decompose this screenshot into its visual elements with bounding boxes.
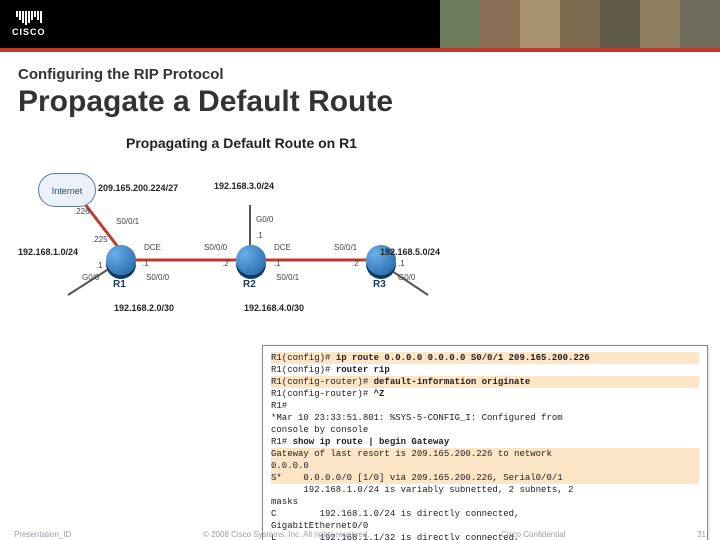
cli-line-13: 192.168.1.0/24 is variably subnetted, 2 … [271,484,699,496]
cli-line-14: masks [271,496,699,508]
cli-line-4: R1(config-router)# ^Z [271,388,699,400]
ip-r1g: .1 [96,261,103,270]
label-r2: R2 [243,279,256,290]
intf-g00-l: G0/0 [82,273,99,282]
net-wan12: 192.168.2.0/30 [114,303,174,313]
cli-line-6: *Mar 10 23:33:51.801: %SYS-5-CONFIG_I: C… [271,412,699,424]
router-r2 [236,245,266,275]
slide-footer: Presentation_ID © 2008 Cisco Systems, In… [0,525,720,540]
cli-line-1: R1(config)# ip route 0.0.0.0 0.0.0.0 S0/… [271,352,699,364]
net-lan-r1: 192.168.1.0/24 [18,247,78,257]
cli-line-5: R1# [271,400,699,412]
net-lan-r3: 192.168.5.0/24 [380,247,440,257]
cli-line-10: 0.0.0.0 [271,460,699,472]
ip-226: .226 [74,207,90,216]
logo-text: CISCO [12,27,46,37]
intf-s001: S0/0/1 [116,217,139,226]
cli-line-15: C 192.168.1.0/24 is directly connected, [271,508,699,520]
heading-block: Configuring the RIP Protocol Propagate a… [0,52,720,125]
ip-r3g: .1 [398,259,405,268]
cli-line-2: R1(config)# router rip [271,364,699,376]
page-title: Propagate a Default Route [18,85,720,119]
ip-r2g: .1 [256,231,263,240]
net-wan23: 192.168.4.0/30 [244,303,304,313]
cli-line-8: R1# show ip route | begin Gateway [271,436,699,448]
slide-banner: CISCO [0,0,720,48]
cli-line-7: console by console [271,424,699,436]
intf-r3-s001: S0/0/1 [334,243,357,252]
intf-r1-s000: S0/0/0 [146,273,169,282]
ip-225: .225 [92,235,108,244]
intf-g00-m: G0/0 [256,215,273,224]
cli-line-12: S* 0.0.0.0/0 [1/0] via 209.165.200.226, … [271,472,699,484]
footer-left: Presentation_ID [14,530,71,539]
cli-line-9: Gateway of last resort is 209.165.200.22… [271,448,699,460]
page-number: 31 [697,530,706,539]
router-r1 [106,245,136,275]
ip-23-2: .2 [352,259,359,268]
cli-line-3: R1(config-router)# default-information o… [271,376,699,388]
intf-g00-r: G0/0 [398,273,415,282]
content-area: Propagating a Default Route on R1 Intern… [0,125,720,540]
net-isp: 209.165.200.224/27 [98,183,178,193]
intf-r2-s000: S0/0/0 [204,243,227,252]
figure-title: Propagating a Default Route on R1 [126,135,357,151]
label-r1: R1 [113,279,126,290]
footer-center: © 2008 Cisco Systems, Inc. All rights re… [203,530,369,539]
network-diagram: Internet 209.165.200.224/27 R1 R2 R3 192… [18,155,448,355]
banner-photos [440,0,720,48]
intf-r2-s001: S0/0/1 [276,273,299,282]
internet-cloud: Internet [38,173,96,207]
ip-23-1: .1 [274,259,281,268]
cli-terminal: R1(config)# ip route 0.0.0.0 0.0.0.0 S0/… [262,345,708,540]
label-r3: R3 [373,279,386,290]
cisco-logo: CISCO [12,11,46,37]
intf-dce1: DCE [144,243,161,252]
section-label: Configuring the RIP Protocol [18,66,720,83]
net-lan-r2: 192.168.3.0/24 [214,181,274,191]
ip-12-2: .2 [222,259,229,268]
intf-dce2: DCE [274,243,291,252]
footer-right: Cisco Confidential [501,530,565,539]
ip-12-1: .1 [142,259,149,268]
